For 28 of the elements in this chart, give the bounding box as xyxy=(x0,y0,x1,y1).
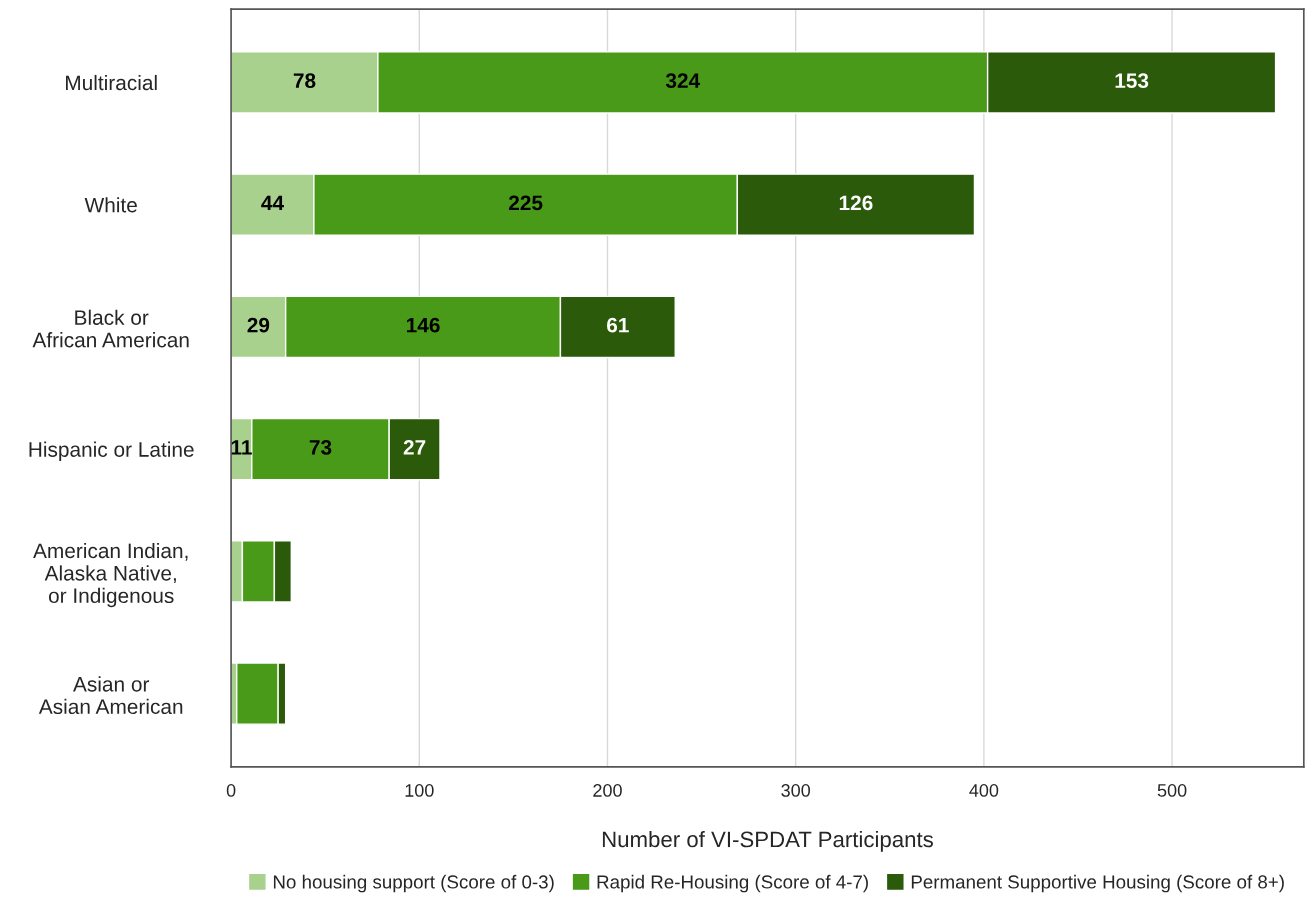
y-tick-label: Hispanic or Latine xyxy=(29,441,194,462)
data-label: 44 xyxy=(261,195,284,211)
legend-label: Rapid Re-Housing (Score of 4-7) xyxy=(597,874,868,893)
data-label: 153 xyxy=(1115,73,1149,89)
data-label: 27 xyxy=(403,439,426,455)
legend-label: No housing support (Score of 0-3) xyxy=(273,874,554,893)
data-label: 29 xyxy=(247,317,270,333)
data-label: 73 xyxy=(309,439,332,455)
y-tick-label: White xyxy=(84,197,137,213)
x-axis-title: Number of VI-SPDAT Participants xyxy=(602,830,933,852)
data-label: 61 xyxy=(607,317,629,333)
y-tick-label: Black or African American xyxy=(32,309,189,348)
data-label: 78 xyxy=(293,73,316,89)
data-label: 324 xyxy=(665,73,701,89)
x-tick-label: 100 xyxy=(405,784,434,797)
y-tick-label: American Indian, Alaska Native, or Indigenous xyxy=(33,542,188,608)
x-tick-label: 500 xyxy=(1157,784,1187,797)
data-label: 146 xyxy=(406,317,440,333)
data-label: 11 xyxy=(231,440,252,455)
x-tick-label: 300 xyxy=(781,784,811,797)
x-tick-label: 0 xyxy=(226,784,236,797)
y-tick-label: Asian or Asian American xyxy=(38,676,183,715)
y-tick-label: Multiracial xyxy=(66,74,157,91)
x-tick-label: 200 xyxy=(593,784,622,797)
data-label: 225 xyxy=(508,195,543,211)
x-tick-label: 400 xyxy=(969,784,999,797)
data-label: 126 xyxy=(839,195,873,211)
legend-label: Permanent Supportive Housing (Score of 8+) xyxy=(911,874,1284,893)
